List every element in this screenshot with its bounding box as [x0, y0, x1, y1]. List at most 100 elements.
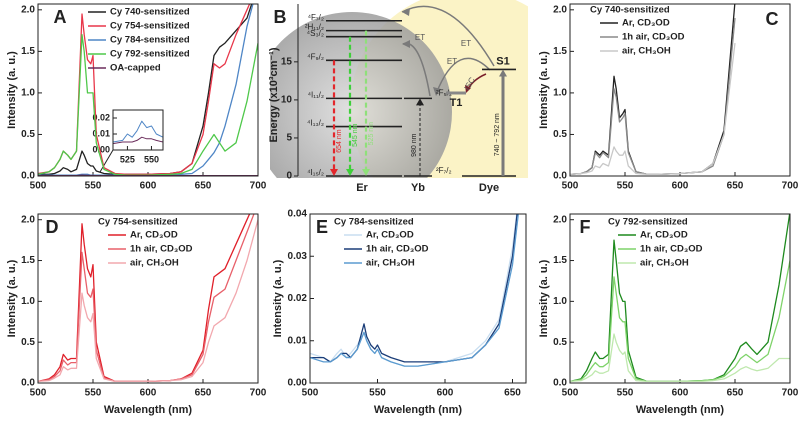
- arrow-head: [330, 169, 338, 176]
- y-tick-label: 0.00: [92, 144, 110, 154]
- series-line: [310, 214, 519, 367]
- annotation: ET: [461, 39, 471, 48]
- y-tick-label: 1.0: [21, 296, 35, 307]
- y-tick-label: 1.0: [553, 296, 567, 307]
- series-line: [570, 333, 790, 383]
- species-label: Yb: [411, 182, 425, 194]
- y-tick-label: 0.5: [553, 129, 567, 140]
- legend-label: air, CH₃OH: [366, 258, 415, 269]
- x-tick-label: 600: [140, 388, 157, 399]
- plot-frame: [37, 213, 259, 384]
- arrow-head: [346, 169, 354, 176]
- x-tick-label: 600: [672, 388, 689, 399]
- legend-label: 1h air, CD₃OD: [622, 32, 685, 43]
- transition-label: 980 nm: [411, 133, 418, 157]
- y-tick-label: 1.5: [553, 255, 567, 266]
- level-label: S1: [496, 55, 509, 67]
- plot-lines: [113, 120, 163, 145]
- plot-frame: [37, 3, 259, 177]
- panel-letter: E: [316, 217, 328, 237]
- energy-transfer-arrows: [401, 5, 495, 97]
- x-tick-label: 550: [617, 388, 634, 399]
- series-line: [113, 120, 163, 143]
- et-arrow: [435, 57, 491, 95]
- legend-title: Cy 792-sensitized: [608, 217, 688, 228]
- x-tick-label: 500: [30, 181, 47, 192]
- x-tick-label: 700: [250, 181, 267, 192]
- annotation: ET: [447, 57, 457, 66]
- y-tick-label: 0.5: [21, 337, 35, 348]
- x-tick-label: 650: [195, 181, 212, 192]
- y-tick-label: 2.0: [553, 214, 567, 225]
- panel-letter: B: [274, 7, 287, 27]
- arrow-head: [362, 169, 370, 176]
- x-axis-label: Wavelength (nm): [374, 404, 463, 416]
- annotation: ET: [415, 33, 425, 42]
- y-tick-label: 15: [281, 56, 293, 67]
- series-line: [38, 219, 258, 383]
- transition-label: 545 nm: [352, 123, 359, 147]
- level-label: ²F₇/₂: [436, 166, 452, 175]
- y-axis-label: Energy (x10³cm⁻¹): [268, 47, 280, 142]
- transition-label: 654 nm: [336, 129, 343, 153]
- x-tick-label: 550: [369, 388, 386, 399]
- transition-label: 740 ~ 792 nm: [494, 113, 501, 156]
- legend-label: Ar, CD₃OD: [366, 230, 414, 241]
- x-tick-label: 650: [727, 388, 744, 399]
- legend-title: Cy 784-sensitized: [334, 217, 414, 228]
- y-tick-label: 2.0: [553, 4, 567, 15]
- level-label: ⁴I₁₃/₂: [307, 119, 324, 128]
- x-axis-label: Wavelength (nm): [636, 404, 725, 416]
- inset-pointer: [99, 149, 114, 173]
- y-tick-label: 0.0: [553, 171, 567, 182]
- level-label: ⁴I₁₅/₂: [307, 168, 324, 177]
- y-tick-label: 0: [286, 171, 292, 182]
- level-label: ⁴F₉/₂: [307, 52, 324, 61]
- y-tick-label: 0.01: [288, 335, 308, 346]
- legend-label: 1h air, CD₃OD: [366, 244, 429, 255]
- legend-label: air, CH₃OH: [130, 258, 179, 269]
- panel-letter: A: [54, 7, 67, 27]
- arrow-head: [499, 69, 507, 77]
- x-tick-label: 500: [30, 388, 47, 399]
- legend-label: Cy 740-sensitized: [110, 7, 190, 18]
- x-tick-label: 600: [437, 388, 454, 399]
- legend-label: OA-capped: [110, 63, 161, 74]
- y-tick-label: 1.5: [553, 46, 567, 57]
- series-line: [38, 34, 258, 176]
- y-tick-label: 0.02: [288, 293, 308, 304]
- legend-label: Cy 792-sensitized: [110, 49, 190, 60]
- legend-label: Ar, CD₃OD: [622, 18, 670, 29]
- legend-label: air, CH₃OH: [622, 46, 671, 57]
- x-tick-label: 550: [144, 154, 159, 164]
- x-tick-label: 650: [727, 181, 744, 192]
- x-tick-label: 650: [504, 388, 521, 399]
- legend-title: Cy 754-sensitized: [98, 217, 178, 228]
- y-tick-label: 0.0: [553, 378, 567, 389]
- plot-lines: [310, 214, 519, 367]
- level-label: ²F₅/₂: [436, 88, 452, 97]
- legend-label: Cy 754-sensitized: [110, 21, 190, 32]
- y-axis-label: Intensity (a. u.): [6, 259, 18, 337]
- species-label: Dye: [479, 182, 499, 194]
- x-tick-label: 500: [562, 181, 579, 192]
- x-tick-label: 500: [302, 388, 319, 399]
- y-tick-label: 0.5: [21, 129, 35, 140]
- y-tick-label: 10: [281, 95, 293, 106]
- arrow-head: [416, 98, 424, 106]
- y-axis-label: Intensity (a. u.): [538, 259, 550, 337]
- y-tick-label: 0.03: [288, 251, 308, 262]
- legend-label: 1h air, CD₃OD: [640, 244, 703, 255]
- y-tick-label: 1.5: [21, 255, 35, 266]
- arrow-head: [402, 40, 410, 48]
- y-tick-label: 2.0: [21, 4, 35, 15]
- transition-label: 525 nm: [368, 122, 375, 146]
- x-tick-label: 700: [250, 388, 267, 399]
- arrow-head: [465, 85, 471, 93]
- legend-label: air, CH₃OH: [640, 258, 689, 269]
- legend-label: 1h air, CD₃OD: [130, 244, 193, 255]
- plot-frame: [309, 213, 527, 384]
- plot-frame: [112, 109, 164, 151]
- y-tick-label: 0.00: [288, 378, 308, 389]
